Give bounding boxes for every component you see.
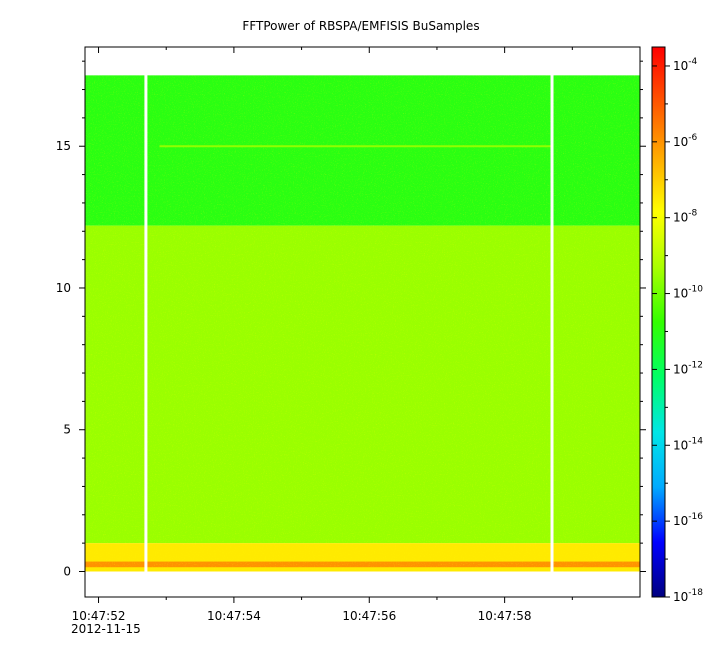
colorbar-tick-label: 10-16 [673,512,703,528]
colorbar-tick-exponent: -12 [688,360,703,370]
colorbar-tick-exponent: -6 [688,133,697,143]
chart-title: FFTPower of RBSPA/EMFISIS BuSamples [242,19,479,33]
colorbar-tick-exponent: -18 [688,588,703,598]
plot-area [85,47,640,597]
colorbar-tick-label: 10-8 [673,209,698,225]
colorbar-tick-exponent: -14 [688,436,703,446]
colorbar-tick-exponent: -8 [688,209,697,219]
plot-frame [84,46,641,598]
spectrogram-noise-texture [85,75,640,572]
x-tick-label: 10:47:52 [72,609,126,623]
colorbar-tick-base: 10 [673,362,688,376]
y-axis: 0 5 10 15 [56,60,646,578]
data-gap-0 [144,47,148,597]
colorbar-tick-exponent: -4 [688,57,697,67]
colorbar-tick-label: 10-10 [673,285,703,301]
colorbar-scale[interactable] [651,46,666,598]
x-tick-label: 10:47:56 [342,609,396,623]
y-tick-label: 10 [56,281,71,295]
colorbar-tick-base: 10 [673,211,688,225]
colorbar-tick-base: 10 [673,135,688,149]
colorbar-tick-label: 10-12 [673,360,703,376]
colorbar-tick-base: 10 [673,514,688,528]
colorbar-tick-label: 10-4 [673,57,698,73]
y-tick-label: 0 [63,564,71,578]
x-tick-label: 10:47:54 [207,609,261,623]
x-tick-label: 10:47:58 [478,609,532,623]
y-tick-label: 5 [63,423,71,437]
colorbar-tick-exponent: -10 [688,285,703,295]
x-axis: 10:47:52 10:47:54 10:47:56 10:47:58 [72,47,573,623]
colorbar-tick-label: 10-18 [673,588,703,604]
colorbar-tick-label: 10-14 [673,436,703,452]
colorbar-tick-base: 10 [673,590,688,604]
colorbar-tick-label: 10-6 [673,133,698,149]
data-gap-1 [550,47,554,597]
colorbar-tick-base: 10 [673,438,688,452]
colorbar-tick-base: 10 [673,59,688,73]
colorbar-tick-base: 10 [673,287,688,301]
date-label: 2012-11-15 [71,622,141,636]
colorbar-tick-exponent: -16 [688,512,703,522]
y-tick-label: 15 [56,139,71,153]
